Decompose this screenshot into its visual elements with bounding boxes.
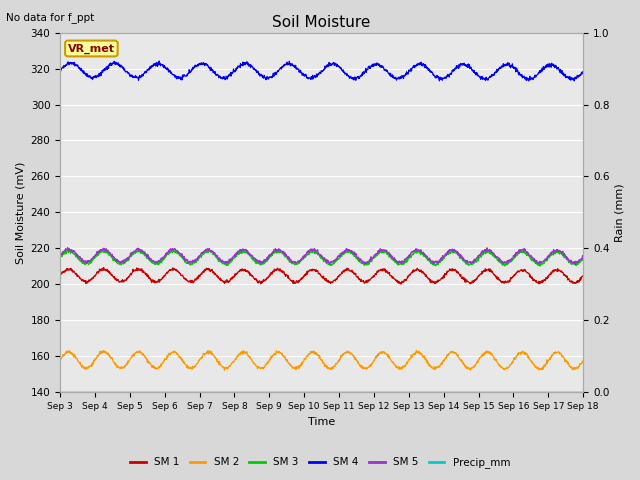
Text: No data for f_ppt: No data for f_ppt (6, 12, 95, 23)
X-axis label: Time: Time (308, 417, 335, 427)
Legend: SM 1, SM 2, SM 3, SM 4, SM 5, Precip_mm: SM 1, SM 2, SM 3, SM 4, SM 5, Precip_mm (125, 453, 515, 472)
Text: VR_met: VR_met (68, 43, 115, 54)
Title: Soil Moisture: Soil Moisture (273, 15, 371, 30)
Y-axis label: Rain (mm): Rain (mm) (615, 183, 625, 242)
Y-axis label: Soil Moisture (mV): Soil Moisture (mV) (15, 161, 25, 264)
